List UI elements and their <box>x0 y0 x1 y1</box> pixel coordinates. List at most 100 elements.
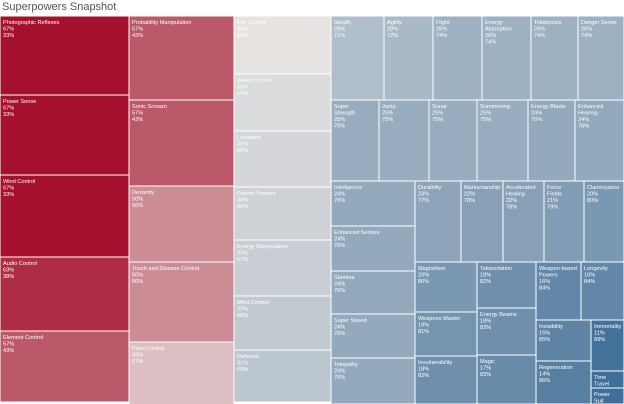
tile-label-levitation: Levitation <box>237 135 261 141</box>
tile-rect-magnetism <box>414 261 478 313</box>
tile-label-plant-control: Plant Control <box>132 346 164 352</box>
tile-value-b-dexterity: 50% <box>132 203 143 209</box>
tile-label-fire-control: Fire Control <box>237 20 266 26</box>
tile-value-a-dexterity: 50% <box>132 197 143 203</box>
tile-value-a-teleportation: 18% <box>480 273 491 279</box>
tile-value-b-water-control: 64% <box>237 91 248 97</box>
tile-value-a-flight: 26% <box>436 27 447 33</box>
tile-label-flight: Flight <box>436 20 450 26</box>
tile-label-weapon-based-powers: Weapon-based Powers <box>539 266 577 279</box>
tile-rect-force-fields <box>543 180 585 263</box>
tile-value-a-psionic-powers: 34% <box>237 198 248 204</box>
tile-rect-super-strength <box>330 99 380 182</box>
tile-value-b-stamina: 76% <box>334 288 345 294</box>
tile-value-a-fire-control: 38% <box>237 27 248 33</box>
tile-value-a-regeneration: 14% <box>539 372 550 378</box>
tile-rect-mind-control <box>233 295 332 351</box>
tile-value-b-plant-control: 57% <box>132 359 143 365</box>
tile-power-suit: Power Suit <box>590 387 624 404</box>
tile-value-b-element-control: 43% <box>3 348 14 354</box>
tile-value-a-magnetism: 20% <box>418 273 429 279</box>
tile-time-travel: Time Travel <box>590 370 624 389</box>
tile-label-water-control: Water Control <box>237 78 271 84</box>
tile-value-b-danger-sense: 74% <box>581 33 592 39</box>
tile-value-a-magic: 17% <box>480 366 491 372</box>
tile-value-a-danger-sense: 26% <box>581 27 592 33</box>
tile-value-b-regeneration: 86% <box>539 378 550 384</box>
tile-label-marksmanship: Marksmanship <box>464 185 500 191</box>
tile-rect-longevity <box>580 261 624 321</box>
tile-rect-weapon-based-powers <box>535 261 582 321</box>
tile-value-a-element-control: 57% <box>3 342 14 348</box>
tile-value-a-energy-blasts: 24% <box>531 111 542 117</box>
tile-label-element-control: Element Control <box>3 335 43 341</box>
tile-value-a-sonic-scream: 57% <box>132 111 143 117</box>
tile-value-b-sonic-scream: 43% <box>132 117 143 123</box>
tile-label-time-travel: Time Travel <box>594 375 609 388</box>
tile-value-b-enhanced-hearing: 76% <box>578 124 589 130</box>
tile-label-photographic-reflexes: Photographic Reflexes <box>3 20 59 26</box>
tile-value-b-audio-control: 38% <box>3 274 14 280</box>
tile-label-accelerated-healing: Accelerated Healing <box>506 185 536 198</box>
tile-rect-weapons-master <box>414 311 478 357</box>
tile-rect-immortality <box>590 319 624 372</box>
chart-title: Superpowers Snapshot <box>2 1 117 13</box>
tile-rect-reflexes <box>233 349 332 403</box>
tile-value-a-sonar: 25% <box>432 111 443 117</box>
tile-label-magic: Magic <box>480 359 495 365</box>
tile-rect-sonic-scream <box>128 99 235 187</box>
tile-value-a-agility: 28% <box>387 27 398 33</box>
tile-rect-magic <box>476 354 537 404</box>
tile-value-a-reflexes: 31% <box>237 361 248 367</box>
tile-value-b-invisibility: 85% <box>539 337 550 343</box>
tile-value-a-invisibility: 15% <box>539 331 550 337</box>
tile-label-agility: Agility <box>387 20 402 26</box>
tile-label-durability: Durability <box>418 185 442 191</box>
tile-value-b-levitation: 65% <box>237 148 248 154</box>
tile-label-longevity: Longevity <box>584 266 608 272</box>
tile-value-a-stamina: 24% <box>334 282 345 288</box>
tile-rect-telepathy <box>330 357 416 404</box>
tile-value-a-enhanced-hearing: 24% <box>578 117 589 123</box>
tile-label-energy-blasts: Energy Blasts <box>531 104 566 110</box>
tile-value-b-immortality: 89% <box>594 337 605 343</box>
tile-rect-probability-manipulation <box>128 15 235 101</box>
tile-label-weapons-master: Weapons Master <box>418 316 460 322</box>
tile-value-a-energy-manipulation: 33% <box>237 251 248 257</box>
tile-value-b-super-strength: 75% <box>334 124 345 130</box>
tile-value-b-flight: 74% <box>436 33 447 39</box>
tile-label-energy-beams: Energy Beams <box>480 312 517 318</box>
tile-value-b-intelligence: 76% <box>334 198 345 204</box>
tile-label-wind-control: Wind Control <box>3 179 35 185</box>
tile-value-b-stealth: 71% <box>334 33 345 39</box>
tile-rect-jump <box>378 99 430 182</box>
tile-value-b-energy-blasts: 76% <box>531 117 542 123</box>
tile-value-a-audio-control: 63% <box>3 268 14 274</box>
tile-value-a-weapon-based-powers: 16% <box>539 279 550 285</box>
tile-value-b-marksmanship: 78% <box>464 198 475 204</box>
tile-value-b-agility: 72% <box>387 33 398 39</box>
tile-rect-stealth <box>330 15 385 101</box>
tile-value-b-longevity: 84% <box>584 279 595 285</box>
tile-value-a-touch-and-disease-control: 50% <box>132 273 143 279</box>
tile-value-a-invulnerability: 18% <box>418 367 429 373</box>
tile-value-a-super-strength: 25% <box>334 117 345 123</box>
tile-value-b-photographic-reflexes: 33% <box>3 33 14 39</box>
tile-value-b-energy-manipulation: 67% <box>237 257 248 263</box>
